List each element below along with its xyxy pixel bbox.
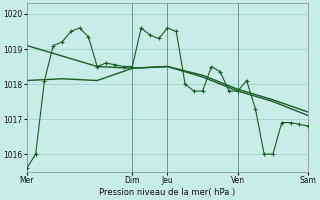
X-axis label: Pression niveau de la mer( hPa ): Pression niveau de la mer( hPa ) xyxy=(100,188,236,197)
